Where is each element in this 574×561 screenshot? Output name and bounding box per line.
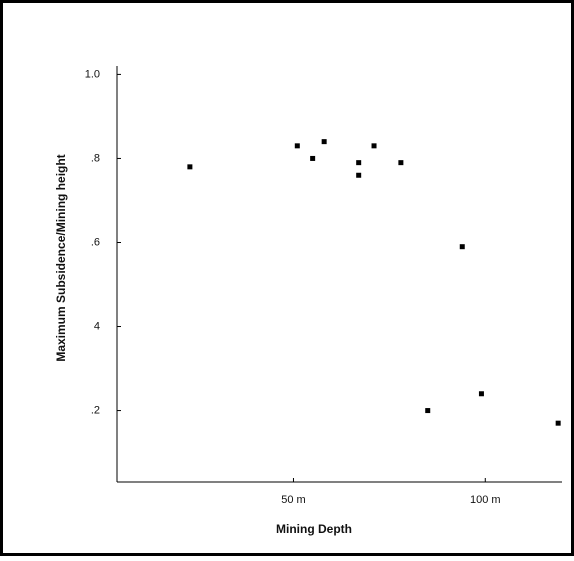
point (459, 244, 465, 250)
y-tick-label: 4 (94, 320, 100, 332)
y-tick-label: 1.0 (85, 68, 100, 80)
y-tick-label: .8 (91, 152, 100, 164)
x-tick-label: 100 m (470, 494, 501, 506)
point (321, 139, 327, 145)
point (371, 143, 377, 149)
y-tick-label: .6 (91, 236, 100, 248)
point (425, 408, 431, 414)
point (555, 420, 561, 426)
x-axis-title: Mining Depth (276, 522, 352, 536)
y-tick-label: .2 (91, 404, 100, 416)
point (294, 143, 300, 149)
y-axis-title: Maximum Subsidence/Mining height (54, 154, 68, 361)
point (356, 172, 362, 178)
point (310, 155, 316, 161)
point (398, 160, 404, 166)
point (187, 164, 193, 170)
x-tick-label: 50 m (281, 494, 305, 506)
point (356, 160, 362, 166)
point (478, 391, 484, 397)
